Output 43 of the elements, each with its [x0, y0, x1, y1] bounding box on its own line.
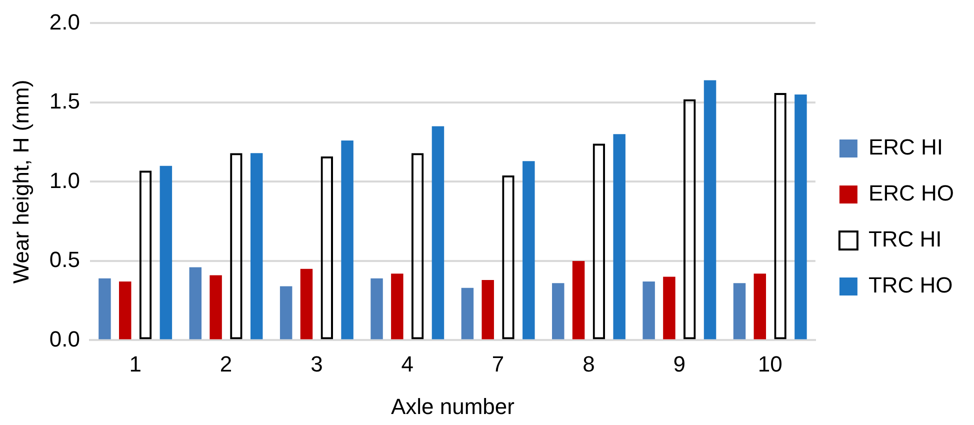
y-tick-label: 0.5 [49, 247, 80, 272]
y-tick-label: 2.0 [49, 9, 80, 34]
bar [370, 278, 383, 340]
bar [250, 153, 263, 340]
x-tick-label: 7 [492, 351, 504, 376]
bar [300, 268, 313, 340]
bar [733, 283, 746, 340]
y-tick-label: 1.5 [49, 88, 80, 114]
bar [522, 161, 535, 340]
y-tick-label: 1.0 [49, 168, 80, 193]
y-tick-label: 0.0 [49, 326, 80, 352]
bar [613, 134, 626, 340]
x-tick-label: 8 [582, 351, 595, 376]
y-axis-title: Wear height, H (mm) [8, 80, 34, 284]
legend-label: ERC HO [868, 180, 954, 206]
bar [391, 274, 404, 340]
bar [210, 275, 222, 340]
bar [663, 276, 676, 340]
bar [432, 126, 444, 340]
bar [482, 280, 494, 340]
x-tick-label: 2 [220, 351, 232, 376]
bar [189, 267, 202, 340]
bar [642, 282, 655, 340]
bar [280, 286, 292, 340]
bar [119, 282, 132, 340]
x-tick-label: 9 [673, 351, 686, 376]
x-tick-label: 3 [310, 351, 323, 376]
bar [98, 278, 111, 340]
bar [794, 94, 807, 340]
legend-label: TRC HO [868, 272, 953, 298]
x-tick-label: 4 [401, 351, 414, 376]
bar [704, 80, 716, 340]
bar [461, 288, 474, 340]
bar [341, 140, 354, 340]
bar [160, 166, 172, 340]
legend-label: ERC HI [868, 134, 943, 160]
bar [572, 260, 585, 340]
x-tick-label: 10 [758, 351, 782, 376]
legend-label: TRC HI [868, 226, 942, 252]
bar [552, 283, 564, 340]
x-tick-label: 1 [129, 351, 142, 376]
x-axis-title: Axle number [390, 394, 514, 419]
bar [754, 274, 766, 340]
